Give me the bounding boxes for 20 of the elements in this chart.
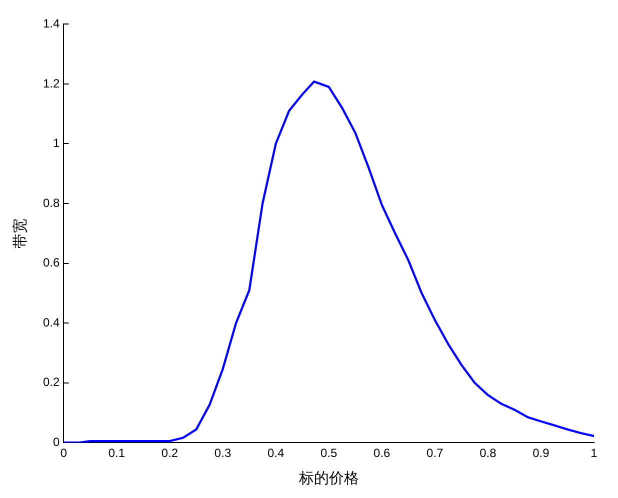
y-tick-label: 1.4 <box>42 16 60 31</box>
x-tick-label: 0.9 <box>532 446 550 460</box>
x-tick-label: 0.5 <box>320 446 338 460</box>
x-tick-label: 0.2 <box>161 446 178 460</box>
x-tick-label: 0.4 <box>267 446 284 460</box>
x-tick-label: 0.7 <box>426 446 444 460</box>
x-axis-title: 标的价格 <box>298 468 359 487</box>
y-tick-label: 0 <box>52 434 60 449</box>
y-tick-label: 0.6 <box>42 256 60 270</box>
x-tick-label: 1 <box>590 446 598 460</box>
y-tick-label: 0.8 <box>42 196 60 210</box>
y-axis-title: 带宽 <box>10 218 29 248</box>
y-tick-label: 0.2 <box>42 375 60 390</box>
x-tick-label: 0.1 <box>108 446 126 460</box>
y-tick-label: 1 <box>52 136 60 150</box>
x-tick-label: 0.6 <box>374 446 391 460</box>
y-tick-label: 0.4 <box>42 315 60 330</box>
y-tick-label: 1.2 <box>42 76 60 90</box>
x-tick-label: 0.3 <box>214 446 232 460</box>
x-tick-label: 0.8 <box>480 446 497 460</box>
